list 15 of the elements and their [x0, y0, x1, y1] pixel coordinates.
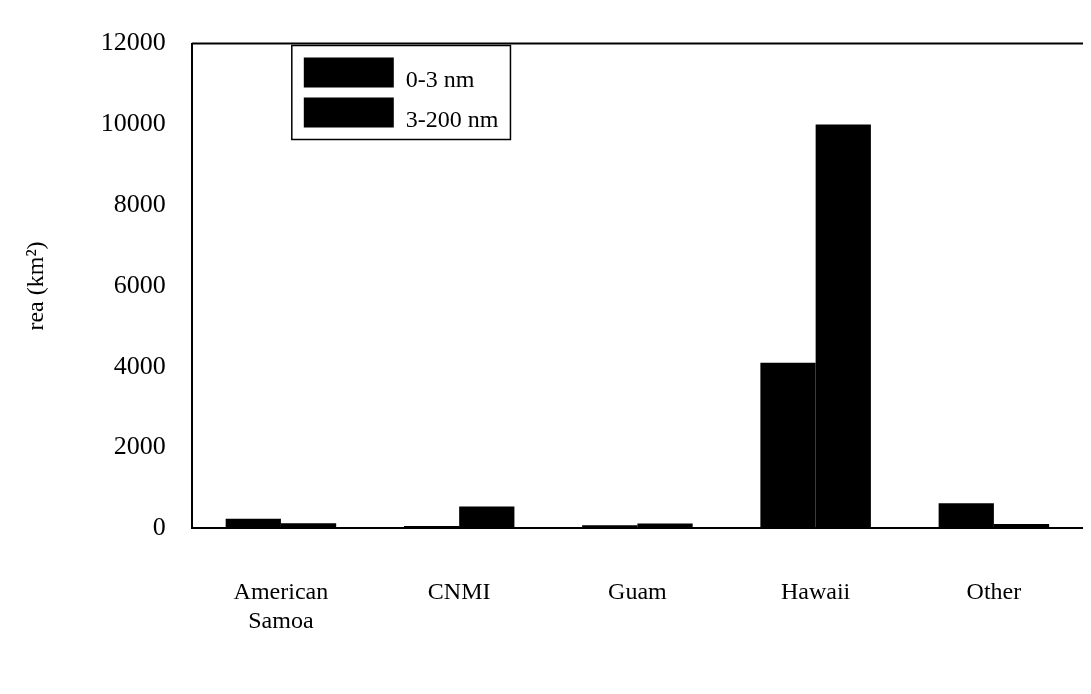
- y-tick-label: 6000: [113, 269, 166, 299]
- x-tick-label: American Samoa: [233, 578, 329, 633]
- x-tick-label: Other: [966, 578, 1022, 605]
- y-tick-label: 2000: [113, 431, 166, 461]
- x-tick-label: Hawaii: [780, 578, 851, 605]
- legend-label: 0-3 nm: [405, 65, 475, 92]
- x-tick-label: CNMI: [427, 578, 491, 605]
- x-tick-label: Guam: [608, 578, 668, 605]
- y-tick-label: 4000: [113, 350, 166, 380]
- legend-label: 3-200 nm: [405, 105, 499, 132]
- y-tick-label: 12000: [100, 27, 166, 57]
- y-tick-label: 10000: [100, 108, 166, 138]
- y-tick-label: 8000: [113, 189, 166, 219]
- y-tick-label: 0: [152, 512, 166, 542]
- y-axis-title: rea (km²): [21, 241, 48, 331]
